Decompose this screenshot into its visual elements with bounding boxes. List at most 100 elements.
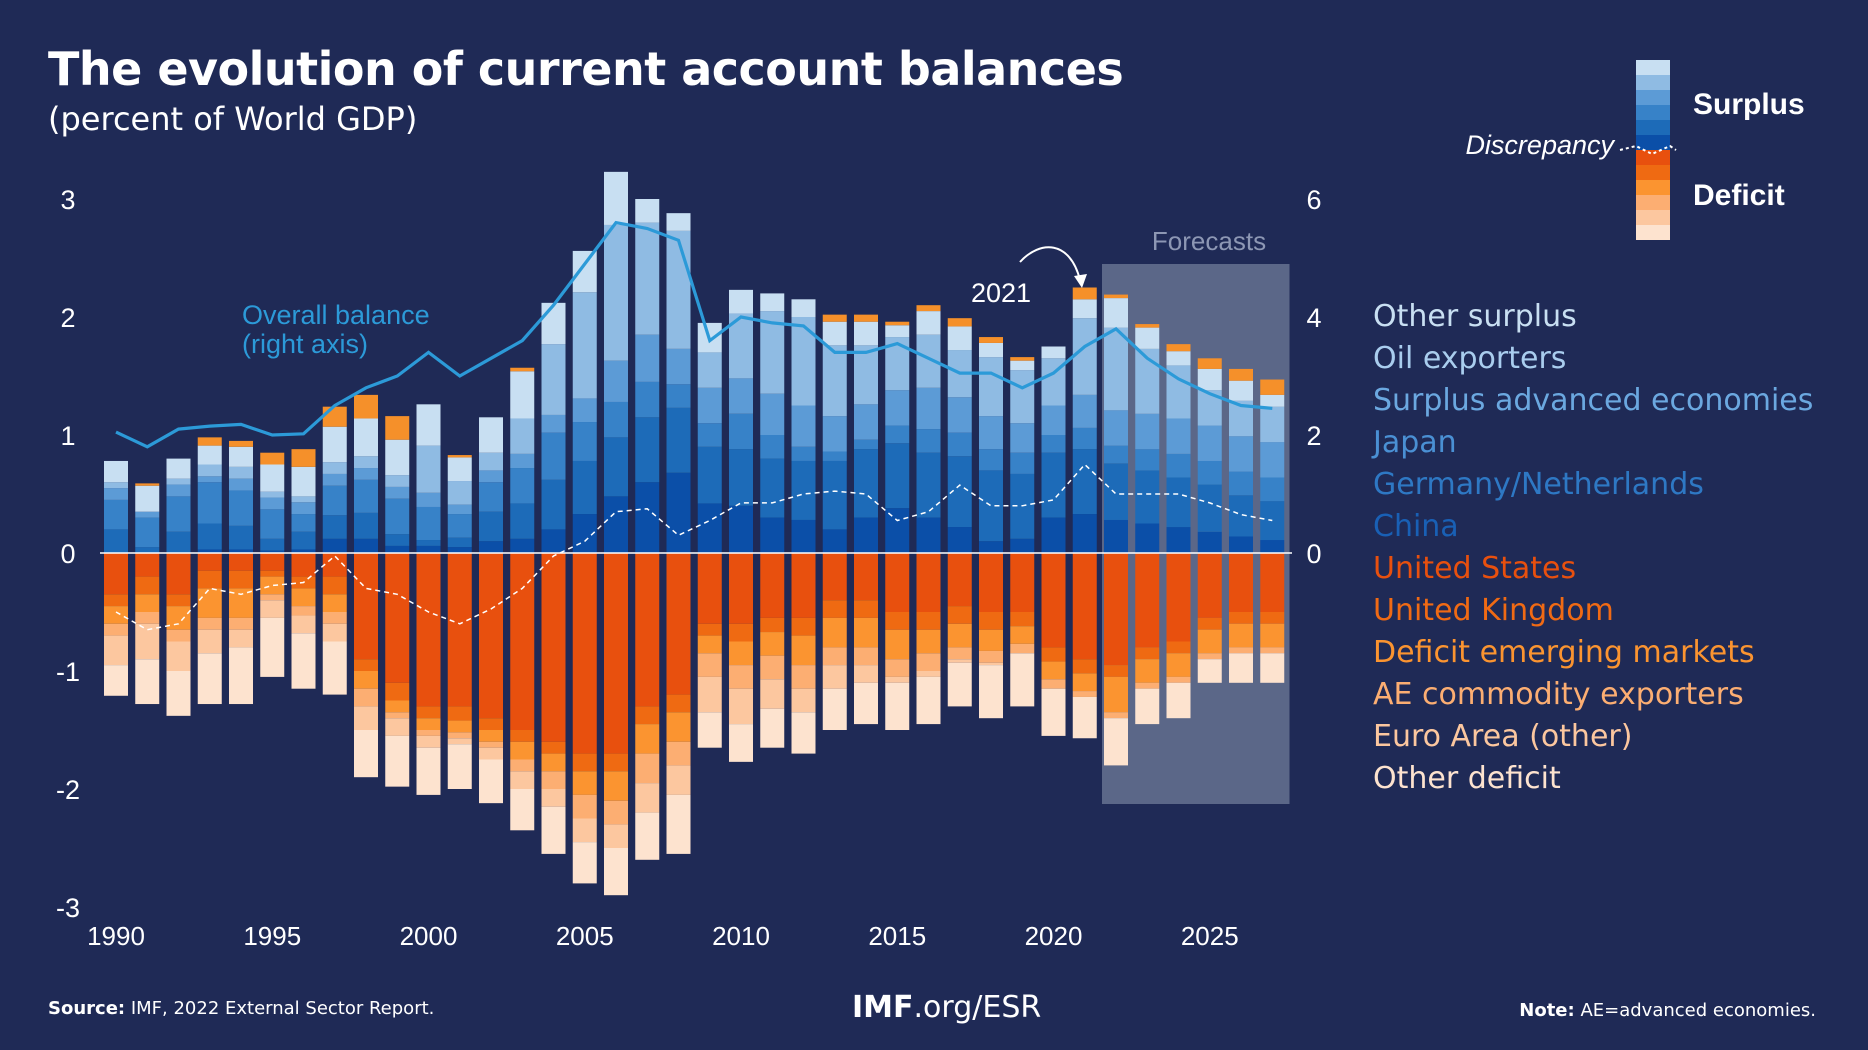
x-tick-1995: 1995 xyxy=(243,921,301,951)
bar-other-surplus-2007 xyxy=(635,199,660,223)
bar-other-deficit-2007 xyxy=(635,812,660,860)
bar-japan-2021 xyxy=(1072,427,1097,450)
bar-surplus-advanced-economies-1997 xyxy=(322,473,347,486)
bar-surplus-advanced-economies-2003 xyxy=(510,453,535,469)
bar-united-kingdom-1997 xyxy=(322,576,347,595)
bar-japan-2003 xyxy=(510,468,535,504)
bar-japan-2019 xyxy=(1010,452,1035,474)
bar-china-2019 xyxy=(1010,538,1035,553)
bar-china-2021 xyxy=(1072,514,1097,553)
bar-germany-netherlands-2001 xyxy=(447,537,472,548)
bar-china-2012 xyxy=(791,519,816,553)
bar-united-kingdom-2021 xyxy=(1072,659,1097,674)
bar-ae-commodity-exporters-2023 xyxy=(1135,682,1160,689)
bar-oil-exporters-1994 xyxy=(229,466,253,479)
bar-ae-commodity-exporters-2003 xyxy=(510,759,535,772)
bar-germany-netherlands-2012 xyxy=(791,460,816,520)
bar-united-states-1999 xyxy=(385,553,410,683)
bar-japan-2012 xyxy=(791,446,816,461)
bar-deficit-emerging-markets-2009 xyxy=(697,635,722,654)
bar-other-deficit-2006 xyxy=(604,848,628,896)
bar-other-deficit-2004 xyxy=(541,806,566,854)
bar-oil-exporters-2019 xyxy=(1010,370,1035,424)
bar-united-states-2011 xyxy=(760,553,785,618)
bar-germany-netherlands-2008 xyxy=(666,407,691,473)
bar-other-surplus-2023 xyxy=(1135,327,1160,349)
bar-ae-commodity-exporters-2005 xyxy=(572,794,597,819)
bar-other-deficit-2024 xyxy=(1166,682,1191,719)
bar-china-2000 xyxy=(416,545,441,553)
bar-discrepancy-2016 xyxy=(916,305,941,312)
bar-surplus-advanced-economies-2023 xyxy=(1135,413,1160,450)
bar-other-deficit-2019 xyxy=(1010,653,1035,707)
bar-other-deficit-2017 xyxy=(947,662,972,707)
bar-united-states-2019 xyxy=(1010,553,1035,612)
bar-discrepancy-1998 xyxy=(354,394,378,419)
bar-other-deficit-2026 xyxy=(1229,653,1253,683)
bar-surplus-advanced-economies-2027 xyxy=(1260,442,1285,478)
bar-united-states-1997 xyxy=(322,553,347,577)
bar-china-2011 xyxy=(760,517,785,553)
bar-japan-1993 xyxy=(197,482,222,524)
bar-united-kingdom-2011 xyxy=(760,617,785,633)
bar-euro-area-other-1992 xyxy=(166,641,191,671)
bar-discrepancy-2026 xyxy=(1229,368,1253,381)
bar-other-deficit-2010 xyxy=(729,724,753,762)
bar-euro-area-other-2013 xyxy=(822,665,847,689)
bar-deficit-emerging-markets-2018 xyxy=(979,629,1003,651)
bar-japan-2004 xyxy=(541,432,566,480)
y-left-tick--3: -3 xyxy=(56,893,80,923)
site-link[interactable]: IMF.org/ESR xyxy=(852,990,1041,1025)
bar-united-states-1995 xyxy=(260,553,285,571)
bar-ae-commodity-exporters-1998 xyxy=(354,688,378,707)
bar-surplus-advanced-economies-2006 xyxy=(604,360,628,402)
bar-germany-netherlands-1994 xyxy=(229,525,253,550)
chart-subtitle: (percent of World GDP) xyxy=(48,100,418,138)
bar-deficit-emerging-markets-2004 xyxy=(541,753,566,772)
bar-discrepancy-1996 xyxy=(291,449,316,467)
bar-surplus-advanced-economies-2010 xyxy=(729,378,753,414)
bar-oil-exporters-1998 xyxy=(354,456,378,469)
bar-ae-commodity-exporters-1992 xyxy=(166,629,191,642)
bar-other-deficit-2001 xyxy=(447,744,472,789)
bar-deficit-emerging-markets-2015 xyxy=(885,629,910,660)
bar-oil-exporters-1993 xyxy=(197,464,222,477)
bar-ae-commodity-exporters-2022 xyxy=(1104,712,1128,719)
bar-discrepancy-2021 xyxy=(1072,287,1097,300)
bar-ae-commodity-exporters-1991 xyxy=(135,612,160,624)
bar-united-kingdom-2026 xyxy=(1229,612,1253,624)
key-deficit-swatch-6 xyxy=(1636,225,1670,240)
bar-united-kingdom-2019 xyxy=(1010,612,1035,627)
bar-surplus-advanced-economies-2014 xyxy=(854,404,878,440)
bar-ae-commodity-exporters-2010 xyxy=(729,665,753,689)
bar-other-surplus-2016 xyxy=(916,311,941,335)
bar-euro-area-other-2018 xyxy=(979,662,1003,666)
y-right-tick-4: 4 xyxy=(1306,303,1321,333)
bar-other-surplus-2027 xyxy=(1260,394,1285,407)
bar-united-states-2003 xyxy=(510,553,535,730)
bar-china-2013 xyxy=(822,529,847,553)
bar-other-surplus-2019 xyxy=(1010,360,1035,371)
bar-japan-2022 xyxy=(1104,445,1128,464)
bar-united-states-2006 xyxy=(604,553,628,754)
bar-japan-2009 xyxy=(697,423,722,447)
legend-china: China xyxy=(1373,509,1459,544)
bar-germany-netherlands-2015 xyxy=(885,443,910,509)
bar-surplus-advanced-economies-2008 xyxy=(666,348,691,385)
bar-germany-netherlands-2006 xyxy=(604,437,628,497)
bar-ae-commodity-exporters-2017 xyxy=(947,647,972,660)
bar-oil-exporters-2006 xyxy=(604,224,628,361)
bar-ae-commodity-exporters-1997 xyxy=(322,612,347,624)
bar-other-deficit-2021 xyxy=(1072,696,1097,739)
bar-united-kingdom-2017 xyxy=(947,606,972,624)
bar-surplus-advanced-economies-2022 xyxy=(1104,410,1128,446)
bar-other-deficit-1995 xyxy=(260,617,285,677)
bar-surplus-advanced-economies-2015 xyxy=(885,390,910,426)
bar-surplus-advanced-economies-2020 xyxy=(1041,405,1066,435)
bar-deficit-emerging-markets-2021 xyxy=(1072,673,1097,692)
bar-deficit-emerging-markets-1992 xyxy=(166,606,191,630)
bar-germany-netherlands-1999 xyxy=(385,534,410,546)
bar-united-kingdom-2016 xyxy=(916,612,941,630)
bar-discrepancy-2001 xyxy=(447,455,472,458)
